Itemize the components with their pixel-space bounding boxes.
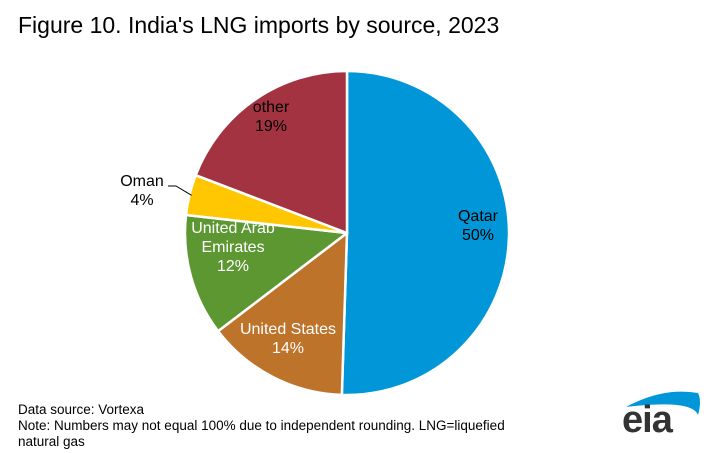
chart-footer: Data source: Vortexa Note: Numbers may n… [18, 402, 598, 450]
data-label-name-united-arab-emirates: United Arab [191, 220, 275, 237]
chart-title: Figure 10. India's LNG imports by source… [18, 12, 500, 38]
data-label-name-united-arab-emirates: Emirates [201, 239, 264, 256]
rounding-note: Note: Numbers may not equal 100% due to … [18, 418, 505, 433]
logo-arc-icon [626, 391, 700, 415]
data-label-value-other: 19% [255, 118, 287, 135]
pie-slice-united-arab-emirates [183, 213, 349, 333]
pie-slice-other [194, 69, 349, 235]
data-label-name-united-states: United States [240, 321, 336, 338]
data-label-name-qatar: Qatar [458, 208, 499, 225]
data-label-value-oman: 4% [130, 192, 153, 209]
rounding-note-continued: natural gas [18, 434, 85, 449]
data-label-value-united-arab-emirates: 12% [217, 258, 249, 275]
logo-text: eia [622, 399, 673, 441]
data-source-note: Data source: Vortexa [18, 402, 145, 417]
pie-slice-united-states [216, 231, 349, 397]
eia-logo: eia [618, 385, 708, 445]
data-label-name-other: other [253, 99, 290, 116]
data-label-value-united-states: 14% [272, 340, 304, 357]
data-label-value-qatar: 50% [462, 227, 494, 244]
pie-slice-qatar [340, 69, 511, 397]
data-label-name-oman: Oman [120, 173, 164, 190]
leader-line-oman [168, 185, 192, 196]
